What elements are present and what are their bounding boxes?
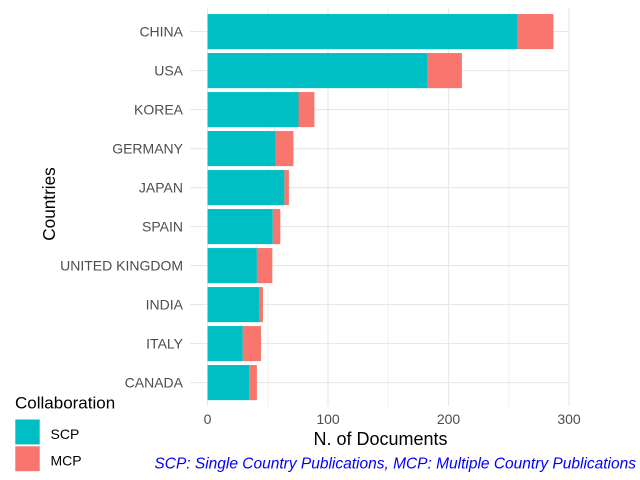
- svg-text:300: 300: [557, 411, 581, 427]
- svg-text:CHINA: CHINA: [139, 24, 183, 40]
- svg-text:Countries: Countries: [39, 167, 59, 241]
- svg-text:INDIA: INDIA: [146, 297, 184, 313]
- svg-text:CANADA: CANADA: [125, 375, 184, 391]
- svg-text:200: 200: [437, 411, 461, 427]
- svg-text:SCP: Single Country Publicatio: SCP: Single Country Publications, MCP: M…: [154, 456, 636, 473]
- svg-text:USA: USA: [154, 63, 183, 79]
- svg-text:GERMANY: GERMANY: [112, 141, 183, 157]
- svg-text:100: 100: [316, 411, 340, 427]
- svg-text:0: 0: [204, 411, 212, 427]
- svg-text:N. of Documents: N. of Documents: [313, 429, 447, 449]
- svg-text:ITALY: ITALY: [146, 336, 183, 352]
- svg-text:KOREA: KOREA: [134, 102, 184, 118]
- svg-text:MCP: MCP: [51, 453, 82, 469]
- svg-text:Collaboration: Collaboration: [15, 394, 115, 413]
- svg-text:SPAIN: SPAIN: [142, 219, 183, 235]
- svg-text:SCP: SCP: [51, 426, 80, 442]
- svg-text:JAPAN: JAPAN: [139, 180, 183, 196]
- svg-text:UNITED KINGDOM: UNITED KINGDOM: [60, 258, 183, 274]
